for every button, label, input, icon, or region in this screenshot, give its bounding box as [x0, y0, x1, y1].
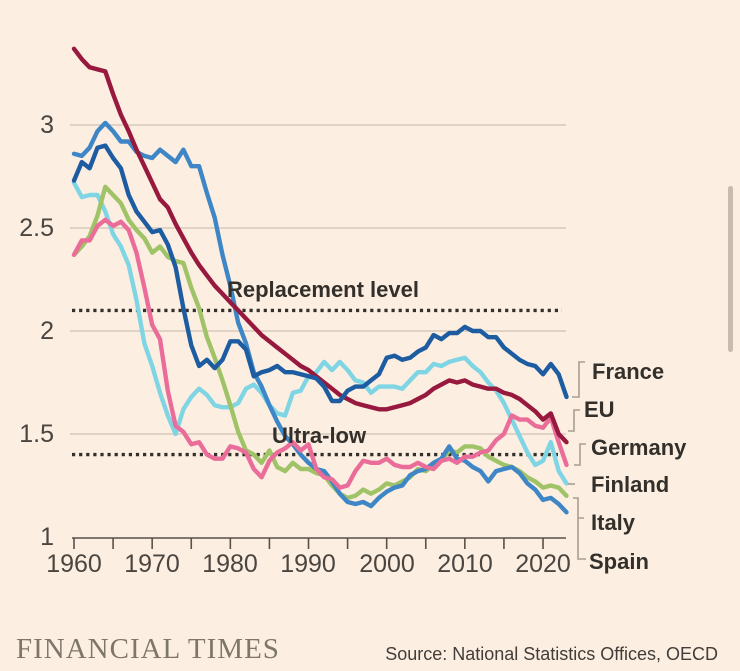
series-label-eu: EU	[584, 397, 615, 422]
series-label-spain: Spain	[589, 549, 649, 574]
line-finland	[71, 180, 569, 486]
y-tick-label-2: 2	[40, 317, 54, 345]
x-tick-label-1970: 1970	[124, 550, 180, 578]
legend-bracket-eu	[568, 409, 580, 432]
line-germany	[71, 217, 569, 490]
ultra-low-annotation: Ultra-low	[272, 423, 367, 448]
line-france	[71, 143, 569, 404]
replacement-level-annotation: Replacement level	[227, 277, 419, 302]
legend-bracket-france	[572, 361, 585, 398]
x-tick-label-1980: 1980	[202, 550, 258, 578]
series-label-france: France	[592, 359, 665, 384]
series-label-germany: Germany	[591, 435, 687, 460]
x-tick-label-2000: 2000	[359, 550, 415, 578]
x-tick-label-2020: 2020	[515, 550, 571, 578]
x-tick-label-1990: 1990	[280, 550, 336, 578]
series-label-italy: Italy	[591, 510, 636, 535]
scrollbar-thumb[interactable]	[728, 186, 733, 352]
legend-bracket-germany	[574, 443, 586, 466]
line-italy	[71, 184, 569, 501]
y-tick-label-1-5: 1.5	[19, 420, 54, 448]
legend-bracket-italy-spain	[573, 497, 586, 560]
y-tick-label-2-5: 2.5	[19, 214, 54, 242]
y-tick-label-3: 3	[40, 111, 54, 139]
y-tick-label-1: 1	[40, 523, 54, 551]
x-tick-label-2010: 2010	[437, 550, 493, 578]
series-label-finland: Finland	[591, 472, 670, 497]
x-tick-label-1960: 1960	[46, 550, 102, 578]
source-credit: Source: National Statistics Offices, OEC…	[385, 644, 718, 664]
financial-times-wordmark: FINANCIAL TIMES	[16, 633, 280, 665]
